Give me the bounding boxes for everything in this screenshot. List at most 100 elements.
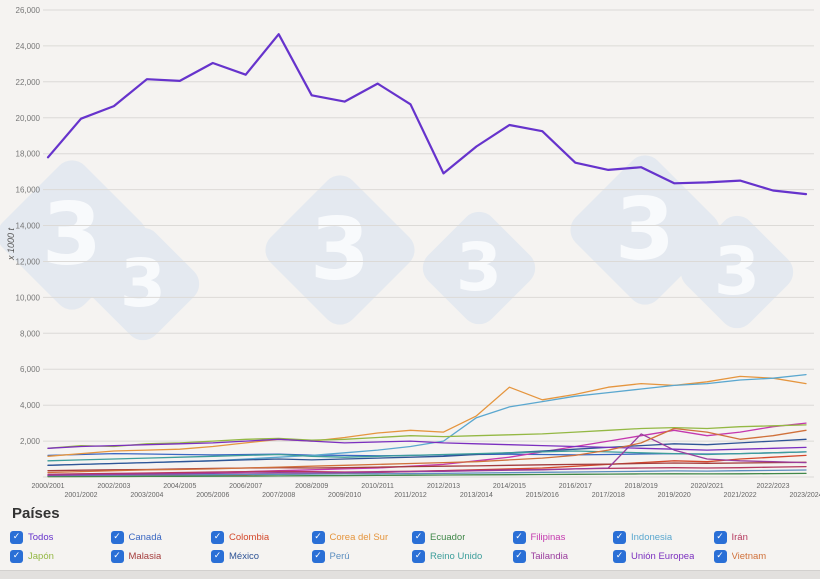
y-tick-label: 8,000 <box>20 329 41 338</box>
checkbox-indonesia[interactable]: ✓ <box>613 531 626 544</box>
legend-item-reino-unido[interactable]: ✓ Reino Unido <box>412 549 513 564</box>
legend-item-peru[interactable]: ✓ Perú <box>311 549 413 564</box>
legend-item-corea-del-sur[interactable]: ✓ Corea del Sur <box>311 530 413 545</box>
legend-item-vietnam[interactable]: ✓ Vietnam <box>713 549 815 564</box>
line-chart: 2,000 4,000 6,000 8,000 10,000 12,000 14,000 16… <box>6 6 820 499</box>
legend-label-canada[interactable]: Canadá <box>128 532 162 543</box>
legend-label-indonesia[interactable]: Indonesia <box>631 532 673 543</box>
checkbox-tailandia[interactable]: ✓ <box>512 550 526 563</box>
x-tick-label: 2018/2019 <box>625 483 658 490</box>
legend-item-iran[interactable]: ✓ Irán <box>713 530 815 545</box>
x-tick-label: 2013/2014 <box>460 492 493 499</box>
y-tick-label: 2,000 <box>20 437 41 446</box>
legend-item-mexico[interactable]: ✓ México <box>211 549 312 564</box>
checkbox-reino-unido[interactable]: ✓ <box>412 550 425 563</box>
x-tick-label: 2000/2001 <box>31 483 64 490</box>
x-tick-label: 2006/2007 <box>229 483 262 490</box>
y-tick-label: 14,000 <box>16 222 41 231</box>
x-tick-label: 2002/2003 <box>97 483 130 490</box>
x-tick-label: 2014/2015 <box>493 483 526 490</box>
checkbox-corea-del-sur[interactable]: ✓ <box>311 531 325 544</box>
y-tick-label: 18,000 <box>16 150 41 159</box>
legend-label-reino-unido[interactable]: Reino Unido <box>430 551 483 562</box>
checkbox-vietnam[interactable]: ✓ <box>713 550 727 563</box>
y-tick-label: 20,000 <box>16 114 41 123</box>
x-tick-label: 2016/2017 <box>559 483 592 490</box>
x-tick-label: 2010/2011 <box>361 483 394 490</box>
legend-item-colombia[interactable]: ✓ Colombia <box>211 530 312 545</box>
legend-item-ecuador[interactable]: ✓ Ecuador <box>412 530 513 545</box>
x-tick-label: 2023/2024 <box>789 492 820 499</box>
legend-label-colombia[interactable]: Colombia <box>229 532 270 543</box>
legend-label-iran[interactable]: Irán <box>731 532 748 543</box>
checkbox-mexico[interactable]: ✓ <box>211 550 224 563</box>
legend-label-japon[interactable]: Japón <box>28 551 54 562</box>
legend-item-union-europea[interactable]: ✓ Unión Europea <box>613 549 714 564</box>
series-line-Ecuador <box>47 472 807 478</box>
legend-label-todos[interactable]: Todos <box>28 532 54 543</box>
legend-label-vietnam[interactable]: Vietnam <box>731 551 767 562</box>
checkbox-colombia[interactable]: ✓ <box>211 531 224 544</box>
x-tick-label: 2008/2009 <box>295 483 328 490</box>
legend-item-filipinas[interactable]: ✓ Filipinas <box>512 530 614 545</box>
legend-label-union-europea[interactable]: Unión Europea <box>631 551 695 562</box>
y-tick-label: 4,000 <box>20 401 41 410</box>
legend-label-ecuador[interactable]: Ecuador <box>430 532 466 543</box>
series-line-Indonesia <box>47 373 807 466</box>
legend-item-todos[interactable]: ✓ Todos <box>10 530 111 545</box>
series-line-Unión Europea <box>47 438 807 451</box>
x-tick-label: 2022/2023 <box>756 483 789 490</box>
series-line-Vietnam <box>47 427 807 474</box>
checkbox-canada[interactable]: ✓ <box>110 531 124 544</box>
x-tick-label: 2019/2020 <box>658 492 691 499</box>
y-tick-label: 12,000 <box>16 258 41 267</box>
x-tick-label: 2005/2006 <box>196 492 229 499</box>
legend-label-mexico[interactable]: México <box>229 551 260 562</box>
legend-title: Países <box>12 505 60 522</box>
x-tick-label: 2017/2018 <box>592 492 625 499</box>
legend-item-canada[interactable]: ✓ Canadá <box>110 530 212 545</box>
legend-item-japon[interactable]: ✓ Japón <box>10 549 111 564</box>
horizontal-scrollbar[interactable] <box>0 570 820 579</box>
y-tick-label: 26,000 <box>16 6 41 15</box>
x-tick-label: 2015/2016 <box>526 492 559 499</box>
checkbox-malasia[interactable]: ✓ <box>110 550 124 563</box>
legend: Países ✓ Todos ✓ Canadá ✓ Colombia ✓ Corea del … <box>0 500 820 564</box>
x-tick-label: 2020/2021 <box>691 483 724 490</box>
checkbox-iran[interactable]: ✓ <box>713 531 727 544</box>
y-tick-label: 16,000 <box>16 186 41 195</box>
series-line-Reino Unido <box>47 450 807 462</box>
checkbox-filipinas[interactable]: ✓ <box>512 531 526 544</box>
legend-label-corea-del-sur[interactable]: Corea del Sur <box>329 532 389 543</box>
x-tick-label: 2004/2005 <box>163 483 196 490</box>
series-line-Japón <box>47 424 807 449</box>
legend-label-filipinas[interactable]: Filipinas <box>530 532 566 543</box>
x-tick-label: 2003/2004 <box>130 492 163 499</box>
legend-items: ✓ Todos ✓ Canadá ✓ Colombia ✓ Corea del Sur ✓ Ecu… <box>0 530 820 564</box>
checkbox-peru[interactable]: ✓ <box>311 550 325 563</box>
legend-label-malasia[interactable]: Malasia <box>128 551 162 562</box>
y-tick-label: 10,000 <box>16 293 41 302</box>
checkbox-ecuador[interactable]: ✓ <box>412 531 425 544</box>
series-line-Todos <box>46 33 808 196</box>
checkbox-union-europea[interactable]: ✓ <box>613 550 626 563</box>
series-line-Perú <box>47 469 807 477</box>
legend-label-tailandia[interactable]: Tailandia <box>530 551 569 562</box>
checkbox-japon[interactable]: ✓ <box>10 550 23 563</box>
legend-item-tailandia[interactable]: ✓ Tailandia <box>512 549 614 564</box>
y-axis-title: x 1000 t <box>6 227 16 261</box>
x-tick-label: 2012/2013 <box>427 483 460 490</box>
checkbox-todos[interactable]: ✓ <box>10 531 23 544</box>
y-tick-label: 6,000 <box>20 365 41 374</box>
x-tick-label: 2007/2008 <box>262 492 295 499</box>
y-tick-label: 24,000 <box>16 42 41 51</box>
legend-item-indonesia[interactable]: ✓ Indonesia <box>613 530 714 545</box>
legend-label-peru[interactable]: Perú <box>329 551 350 562</box>
series-line-Tailandia <box>47 433 807 476</box>
x-tick-label: 2009/2010 <box>328 492 361 499</box>
y-tick-label: 22,000 <box>16 78 41 87</box>
legend-item-malasia[interactable]: ✓ Malasia <box>110 549 212 564</box>
series-line-México <box>47 438 807 466</box>
x-tick-label: 2021/2022 <box>724 492 757 499</box>
